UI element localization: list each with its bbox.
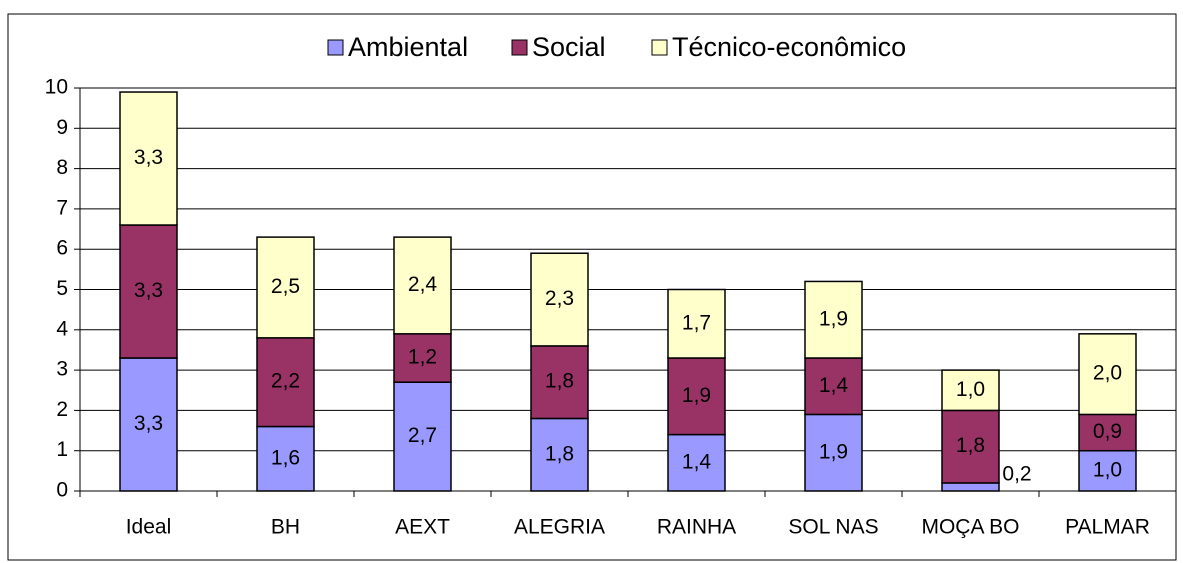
bar-segment <box>1078 333 1137 416</box>
data-label: 0,9 <box>1093 420 1122 443</box>
legend-swatch <box>327 39 344 56</box>
y-tick-label: 3 <box>56 358 68 381</box>
bar-segment <box>804 280 863 359</box>
bar-segment <box>667 288 726 359</box>
data-label: 1,6 <box>271 446 300 469</box>
bar-segment <box>667 357 726 436</box>
data-label: 2,4 <box>408 273 438 296</box>
x-tick-label: AEXT <box>395 516 450 539</box>
x-tick-label: BH <box>271 516 300 539</box>
data-label: 1,4 <box>682 450 712 473</box>
data-label: 1,9 <box>819 440 848 463</box>
x-tick-label: RAINHA <box>657 516 736 539</box>
y-tick-label: 2 <box>56 398 68 421</box>
y-tick-label: 7 <box>56 196 68 219</box>
data-label: 1,4 <box>819 374 849 397</box>
data-label: 3,3 <box>134 146 163 169</box>
bar-segment <box>256 337 315 428</box>
data-label: 1,8 <box>956 434 985 457</box>
data-label: 1,0 <box>1093 458 1122 481</box>
bar-segment <box>1078 449 1137 492</box>
y-tick-label: 6 <box>56 237 68 260</box>
data-label: 1,7 <box>682 311 711 334</box>
bar-segment <box>119 357 178 492</box>
data-label: 2,2 <box>271 370 300 393</box>
y-tick-label: 5 <box>56 277 68 300</box>
data-label: 2,7 <box>408 424 437 447</box>
y-tick-label: 9 <box>56 116 68 139</box>
data-label: 1,9 <box>682 384 711 407</box>
x-tick-label: PALMAR <box>1065 516 1150 539</box>
y-tick-label: 1 <box>56 438 68 461</box>
x-tick-label: SOL NAS <box>788 516 878 539</box>
y-tick-label: 8 <box>56 156 68 179</box>
x-tick-label: MOÇA BO <box>921 516 1019 539</box>
chart-border <box>7 13 1177 561</box>
data-label: 1,9 <box>819 307 848 330</box>
data-label: 1,0 <box>956 378 985 401</box>
bar-segment <box>941 482 1000 492</box>
legend-label: Técnico-econômico <box>672 32 906 62</box>
legend-label: Ambiental <box>348 32 468 62</box>
data-label: 0,2 <box>1002 462 1031 485</box>
data-label: 1,2 <box>408 346 437 369</box>
bar-segment <box>804 413 863 492</box>
legend-swatch <box>511 39 528 56</box>
data-label: 2,0 <box>1093 362 1122 385</box>
data-label: 2,5 <box>271 275 300 298</box>
x-tick-label: Ideal <box>126 516 172 539</box>
bar-segment <box>256 425 315 492</box>
data-label: 3,3 <box>134 279 163 302</box>
data-label: 1,8 <box>545 442 574 465</box>
data-label: 2,3 <box>545 287 574 310</box>
bar-segment <box>530 252 589 347</box>
bar-segment <box>941 369 1000 412</box>
bar-segment <box>393 236 452 335</box>
data-label: 1,8 <box>545 370 574 393</box>
legend-label: Social <box>532 32 606 62</box>
x-tick-label: ALEGRIA <box>514 516 605 539</box>
bar-segment <box>256 236 315 339</box>
data-label: 3,3 <box>134 412 163 435</box>
y-tick-label: 0 <box>56 479 68 502</box>
bar-segment <box>119 224 178 359</box>
y-tick-label: 10 <box>45 76 68 99</box>
bar-segment <box>119 91 178 226</box>
legend-swatch <box>651 39 668 56</box>
bar-segment <box>530 345 589 420</box>
y-tick-label: 4 <box>56 317 68 340</box>
